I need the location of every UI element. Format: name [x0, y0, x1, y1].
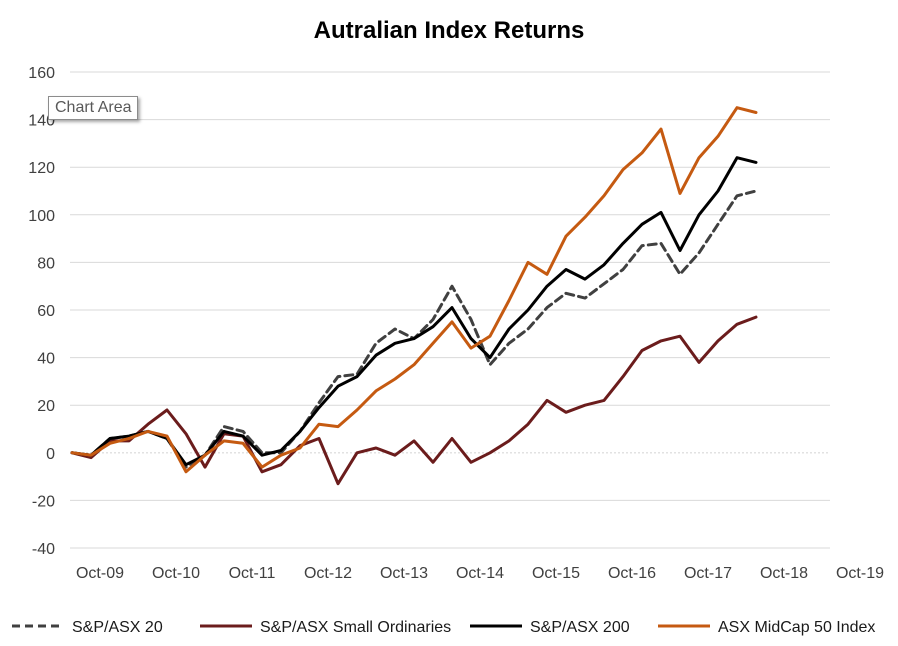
gridlines	[70, 71, 830, 549]
x-axis: Oct-09 Oct-10 Oct-11 Oct-12 Oct-13 Oct-14 Oct-…	[76, 565, 884, 582]
chart-area-tooltip: Chart Area	[48, 96, 139, 120]
y-tick-label: -40	[32, 541, 55, 558]
x-tick-label: Oct-19	[836, 565, 884, 582]
chart-title: Autralian Index Returns	[314, 17, 585, 44]
series-line-1	[70, 315, 758, 486]
legend-label: S&P/ASX 200	[530, 619, 630, 636]
y-tick-label: 160	[28, 65, 55, 82]
x-tick-label: Oct-13	[380, 565, 428, 582]
y-tick-label: 100	[28, 208, 55, 225]
y-tick-label: 20	[37, 398, 55, 415]
y-tick-label: 120	[28, 160, 55, 177]
x-tick-label: Oct-11	[229, 565, 276, 582]
x-tick-label: Oct-14	[456, 565, 504, 582]
x-tick-label: Oct-10	[152, 565, 200, 582]
legend: S&P/ASX 20 S&P/ASX Small Ordinaries S&P/AS…	[12, 619, 875, 636]
x-tick-label: Oct-15	[532, 565, 580, 582]
y-tick-label: 80	[37, 255, 55, 272]
x-tick-label: Oct-12	[304, 565, 352, 582]
legend-label: ASX MidCap 50 Index	[718, 619, 875, 636]
y-tick-label: -20	[32, 493, 55, 510]
series-line-0	[70, 189, 758, 469]
x-tick-label: Oct-16	[608, 565, 656, 582]
series-line-3	[70, 106, 758, 474]
x-tick-label: Oct-17	[684, 565, 732, 582]
y-tick-label: 60	[37, 303, 55, 320]
series-line-2	[70, 156, 758, 467]
legend-label: S&P/ASX 20	[72, 619, 163, 636]
x-tick-label: Oct-18	[760, 565, 808, 582]
y-tick-label: 40	[37, 351, 55, 368]
y-tick-label: 0	[46, 446, 55, 463]
series-lines	[70, 106, 758, 486]
legend-label: S&P/ASX Small Ordinaries	[260, 619, 451, 636]
x-tick-label: Oct-09	[76, 565, 124, 582]
